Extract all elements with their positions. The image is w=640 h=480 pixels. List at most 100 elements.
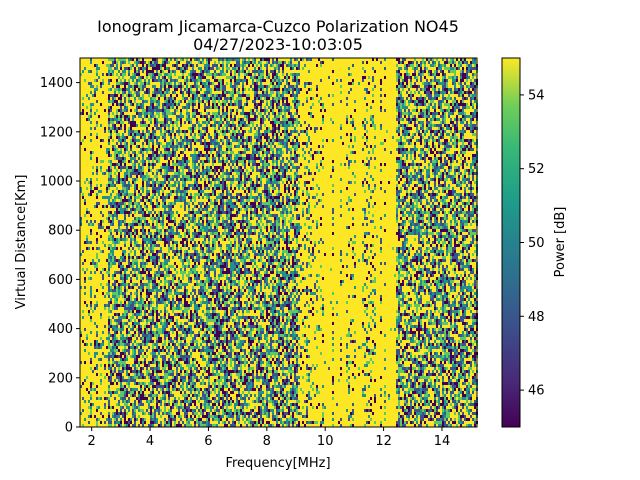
heatmap-cell [116, 409, 118, 412]
heatmap-cell [184, 208, 186, 211]
heatmap-cell [118, 88, 120, 91]
heatmap-cell [166, 214, 168, 217]
heatmap-cell [188, 229, 190, 232]
heatmap-cell [132, 181, 134, 184]
heatmap-cell [188, 139, 190, 142]
heatmap-cell [138, 271, 140, 274]
heatmap-cell [172, 304, 174, 307]
heatmap-cell [174, 262, 176, 265]
heatmap-cell [146, 385, 148, 388]
heatmap-cell [132, 283, 134, 286]
heatmap-cell [118, 283, 120, 286]
heatmap-cell [170, 412, 172, 415]
heatmap-cell [194, 199, 196, 202]
heatmap-cell [184, 340, 186, 343]
heatmap-cell [208, 301, 210, 304]
heatmap-cell [208, 406, 210, 409]
heatmap-cell [212, 247, 214, 250]
heatmap-cell [156, 79, 158, 82]
heatmap-cell [196, 271, 198, 274]
heatmap-cell [182, 259, 184, 262]
heatmap-cell [132, 64, 134, 67]
heatmap-cell [190, 388, 192, 391]
heatmap-cell [116, 82, 118, 85]
heatmap-cell [190, 142, 192, 145]
heatmap-cell [138, 157, 140, 160]
heatmap-cell [132, 88, 134, 91]
heatmap-cell [182, 271, 184, 274]
heatmap-cell [190, 211, 192, 214]
heatmap-cell [188, 79, 190, 82]
heatmap-cell [194, 235, 196, 238]
heatmap-cell [170, 364, 172, 367]
heatmap-cell [160, 286, 162, 289]
heatmap-cell [192, 232, 194, 235]
heatmap-cell [162, 109, 164, 112]
heatmap-cell [178, 250, 180, 253]
heatmap-cell [100, 382, 102, 385]
heatmap-cell [144, 304, 146, 307]
heatmap-cell [90, 382, 92, 385]
heatmap-cell [160, 232, 162, 235]
heatmap-cell [114, 256, 116, 259]
heatmap-cell [142, 250, 144, 253]
heatmap-cell [220, 130, 222, 133]
heatmap-cell [218, 295, 220, 298]
heatmap-cell [148, 109, 150, 112]
heatmap-cell [180, 268, 182, 271]
heatmap-cell [154, 256, 156, 259]
heatmap-cell [164, 262, 166, 265]
heatmap-cell [148, 346, 150, 349]
heatmap-cell [186, 61, 188, 64]
heatmap-cell [156, 334, 158, 337]
heatmap-cell [116, 163, 118, 166]
heatmap-cell [112, 349, 114, 352]
heatmap-cell [156, 205, 158, 208]
heatmap-cell [222, 94, 224, 97]
heatmap-cell [92, 190, 94, 193]
heatmap-cell [178, 358, 180, 361]
heatmap-cell [168, 403, 170, 406]
heatmap-cell [136, 79, 138, 82]
heatmap-cell [112, 118, 114, 121]
heatmap-cell [154, 190, 156, 193]
heatmap-cell [178, 325, 180, 328]
heatmap-cell [118, 400, 120, 403]
heatmap-cell [138, 67, 140, 70]
heatmap-cell [156, 73, 158, 76]
heatmap-cell [168, 415, 170, 418]
heatmap-cell [142, 259, 144, 262]
heatmap-cell [162, 364, 164, 367]
heatmap-cell [158, 361, 160, 364]
heatmap-cell [116, 322, 118, 325]
heatmap-cell [112, 190, 114, 193]
heatmap-cell [170, 346, 172, 349]
heatmap-cell [156, 319, 158, 322]
heatmap-cell [212, 373, 214, 376]
heatmap-cell [126, 148, 128, 151]
heatmap-cell [194, 157, 196, 160]
heatmap-cell [212, 325, 214, 328]
heatmap-cell [212, 250, 214, 253]
heatmap-cell [194, 100, 196, 103]
heatmap-cell [120, 238, 122, 241]
heatmap-cell [198, 133, 200, 136]
heatmap-cell [134, 193, 136, 196]
heatmap-cell [116, 79, 118, 82]
heatmap-cell [200, 295, 202, 298]
heatmap-cell [194, 382, 196, 385]
heatmap-cell [198, 112, 200, 115]
heatmap-cell [90, 178, 92, 181]
heatmap-cell [126, 187, 128, 190]
heatmap-cell [124, 163, 126, 166]
heatmap-cell [90, 61, 92, 64]
heatmap-cell [126, 370, 128, 373]
heatmap-cell [186, 421, 188, 424]
heatmap-cell [218, 319, 220, 322]
heatmap-cell [138, 163, 140, 166]
heatmap-cell [108, 97, 110, 100]
heatmap-cell [120, 391, 122, 394]
heatmap-cell [218, 286, 220, 289]
heatmap-cell [160, 415, 162, 418]
heatmap-cell [96, 352, 98, 355]
